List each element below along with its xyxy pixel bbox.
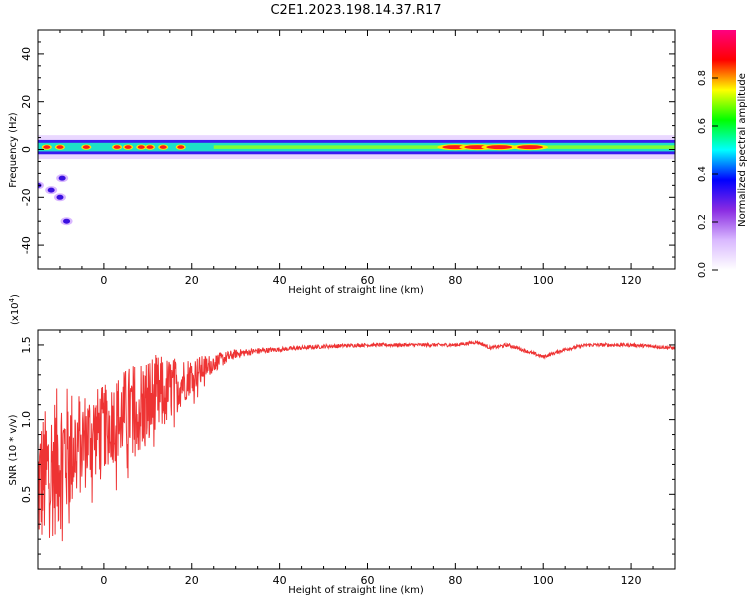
x-tick-label: 120 — [621, 574, 642, 587]
colorbar-tick-label: 0.4 — [697, 166, 708, 182]
snr-plot-area — [38, 340, 675, 542]
x-tick-label: 80 — [448, 274, 462, 287]
snr-x-axis-label: Height of straight line (km) — [288, 585, 424, 596]
band-hotspot — [159, 145, 167, 149]
band-hotspot — [82, 145, 90, 149]
snr-y-ticks: 0.5 1.0 1.5 — [20, 336, 675, 555]
y-tick-label: 1.5 — [20, 336, 33, 354]
x-tick-label: 100 — [533, 574, 554, 587]
x-tick-label: 80 — [448, 574, 462, 587]
x-tick-label: 120 — [621, 274, 642, 287]
y-tick-label: 0.5 — [20, 486, 33, 504]
snr-panel: 0 20 40 60 80 100 120 0.5 1.0 1.5 Height of stra… — [8, 294, 676, 596]
snr-x-ticks: 0 20 40 60 80 100 120 — [37, 330, 676, 587]
snr-series-line — [38, 340, 675, 542]
colorbar-tick-label: 0.0 — [697, 262, 708, 278]
x-tick-label: 20 — [185, 274, 199, 287]
band-hotspot — [177, 145, 185, 149]
x-tick-label: 60 — [360, 574, 374, 587]
x-tick-label: 20 — [185, 574, 199, 587]
y-tick-label: 0 — [20, 146, 33, 153]
snr-y-axis-label: SNR (10 * v/v) — [8, 414, 19, 485]
colorbar-tick-label: 0.6 — [697, 118, 708, 134]
snr-multiplier-base: (x10 — [10, 302, 21, 325]
figure-title: C2E1.2023.198.14.37.R17 — [270, 3, 441, 18]
spectrogram-panel: 0 20 40 60 80 100 120 -40 -20 0 20 40 Height of st… — [8, 29, 676, 296]
spectrogram-x-ticks: 0 20 40 60 80 100 120 — [37, 30, 676, 287]
low-freq-blob — [58, 175, 66, 181]
colorbar-gradient — [712, 30, 736, 270]
low-freq-blob — [56, 194, 64, 200]
low-freq-blob — [47, 187, 55, 193]
band-hotspot — [517, 145, 544, 150]
band-hotspot — [486, 145, 513, 150]
spectrogram-x-axis-label: Height of straight line (km) — [288, 285, 424, 296]
snr-frame — [37, 329, 676, 570]
y-tick-label: 1.0 — [20, 411, 33, 429]
x-tick-label: 40 — [273, 274, 287, 287]
spectrogram-plot-area — [38, 135, 675, 226]
snr-multiplier-label: (x104) — [8, 294, 21, 325]
colorbar-ticks: 0.0 0.2 0.4 0.6 0.8 — [697, 70, 718, 278]
colorbar: 0.0 0.2 0.4 0.6 0.8 Normalized spectral ampl… — [697, 30, 748, 278]
band-hotspot — [113, 145, 121, 149]
y-tick-label: 40 — [20, 47, 33, 61]
band-hotspot — [43, 145, 51, 149]
spectrogram-y-axis-label: Frequency (Hz) — [8, 112, 19, 188]
low-freq-blob — [63, 218, 71, 224]
spectrogram-y-ticks: -40 -20 0 20 40 — [20, 29, 675, 270]
y-tick-label: -20 — [20, 188, 33, 206]
colorbar-tick-label: 0.2 — [697, 214, 708, 230]
band-hotspot — [56, 145, 64, 149]
colorbar-tick-label: 0.8 — [697, 70, 708, 86]
x-tick-label: 0 — [100, 574, 107, 587]
x-tick-label: 100 — [533, 274, 554, 287]
band-hotspot — [124, 145, 132, 149]
band-hotspot — [137, 145, 145, 149]
y-tick-label: -40 — [20, 236, 33, 254]
x-tick-label: 0 — [100, 274, 107, 287]
band-hotspot — [146, 145, 154, 149]
x-tick-label: 60 — [360, 274, 374, 287]
snr-multiplier-exponent: 4 — [8, 297, 16, 302]
x-tick-label: 40 — [273, 574, 287, 587]
colorbar-label: Normalized spectral amplitude — [737, 73, 748, 227]
y-tick-label: 20 — [20, 95, 33, 109]
